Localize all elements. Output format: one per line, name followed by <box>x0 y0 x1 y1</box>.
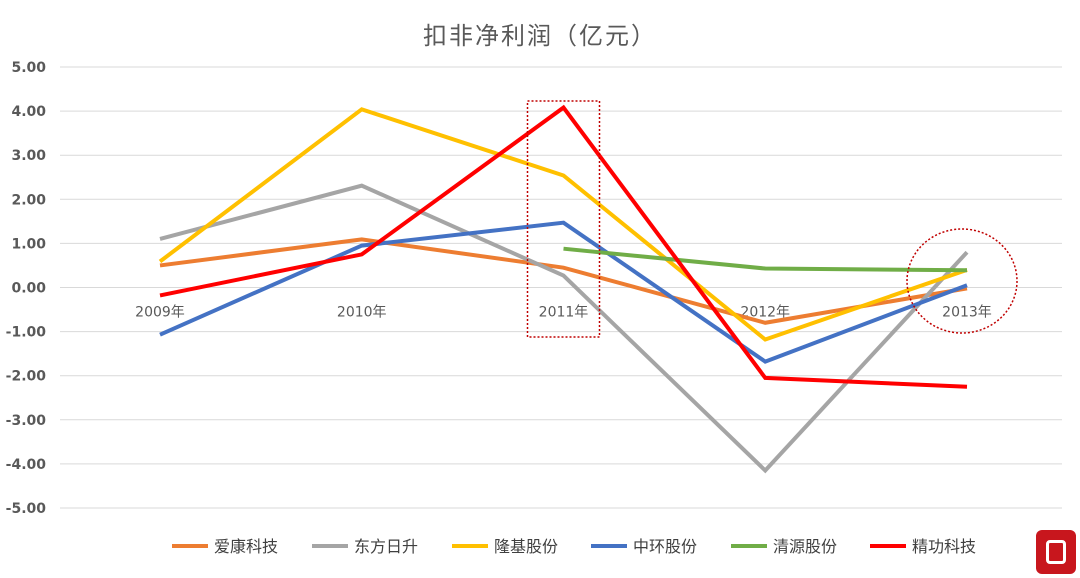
y-tick-label: 2.00 <box>11 192 46 208</box>
x-tick-label: 2010年 <box>337 305 387 321</box>
y-tick-label: 5.00 <box>11 60 46 76</box>
brand-logo-mark <box>1046 540 1066 564</box>
x-tick-label: 2011年 <box>539 305 589 321</box>
legend-label: 爱康科技 <box>214 537 278 556</box>
x-tick-label: 2013年 <box>942 305 992 321</box>
y-tick-label: -5.00 <box>6 501 47 517</box>
x-tick-label: 2009年 <box>135 305 185 321</box>
y-tick-label: -2.00 <box>6 369 47 385</box>
y-tick-label: 4.00 <box>11 104 46 120</box>
series-line-中环股份 <box>159 220 968 364</box>
series-line-精功科技 <box>159 104 968 389</box>
legend-label: 清源股份 <box>773 537 837 556</box>
series-line-清源股份 <box>563 246 968 273</box>
y-tick-label: 0.00 <box>11 281 46 297</box>
chart-title: 扣非净利润（亿元） <box>423 22 657 50</box>
y-tick-label: 3.00 <box>11 148 46 164</box>
series-line-东方日升 <box>159 183 969 474</box>
x-tick-label: 2012年 <box>740 305 790 321</box>
legend-label: 东方日升 <box>354 537 418 556</box>
highlight-box <box>526 100 601 338</box>
legend-label: 隆基股份 <box>494 537 558 556</box>
legend-label: 中环股份 <box>633 537 697 556</box>
highlight-circle <box>906 228 1018 334</box>
series-line-爱康科技 <box>159 237 968 325</box>
series-line-隆基股份 <box>158 107 968 342</box>
brand-logo <box>1036 530 1076 574</box>
legend-label: 精功科技 <box>912 537 976 556</box>
y-tick-label: -3.00 <box>6 413 47 429</box>
y-tick-label: -4.00 <box>6 457 47 473</box>
y-tick-label: -1.00 <box>6 325 47 341</box>
y-tick-label: 1.00 <box>11 236 46 252</box>
